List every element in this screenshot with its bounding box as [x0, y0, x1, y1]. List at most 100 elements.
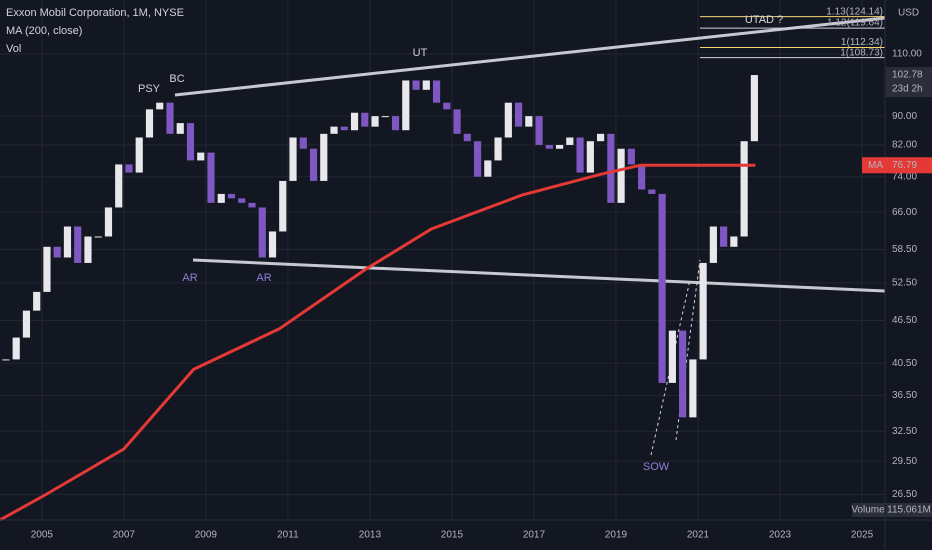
annotation: PSY [138, 83, 161, 95]
candle [268, 231, 277, 258]
fib-label: 1.13(124.14) [826, 6, 883, 17]
x-tick-label: 2011 [277, 530, 299, 541]
x-tick-label: 2023 [769, 530, 792, 541]
y-tick-label: 110.00 [892, 49, 922, 60]
candle [453, 109, 461, 134]
candle [33, 291, 41, 311]
annotation: AR [256, 272, 271, 284]
lower-trendline [192, 258, 886, 293]
candle [720, 226, 728, 247]
candle [248, 202, 256, 208]
candle [186, 123, 195, 161]
price-tag-label: 102.78 [892, 70, 923, 81]
candle [53, 246, 61, 258]
candle [658, 193, 666, 383]
annotation: SOW [643, 461, 670, 473]
candle [299, 137, 307, 149]
x-tick-label: 2007 [113, 530, 136, 541]
candle [545, 144, 553, 149]
volume-name: Volume [851, 505, 885, 516]
candle [156, 102, 164, 110]
candle [597, 133, 605, 142]
candle [22, 310, 31, 338]
candle [617, 148, 625, 203]
y-tick-label: 58.50 [892, 244, 917, 255]
annotation: UTAD ? [745, 14, 783, 26]
candle [84, 236, 92, 263]
candle [94, 236, 102, 238]
candle [279, 180, 287, 232]
y-tick-label: 26.50 [892, 489, 917, 500]
candle [638, 164, 646, 190]
candle [535, 116, 543, 145]
y-tick-label: 36.50 [892, 390, 917, 401]
candle [197, 152, 205, 161]
volume-tag [852, 503, 885, 517]
x-tick-label: 2025 [851, 530, 874, 541]
candle [350, 112, 359, 131]
candle [566, 137, 574, 145]
y-tick-label: 90.00 [892, 111, 917, 122]
candle [709, 226, 717, 263]
candle [43, 246, 51, 292]
candle [361, 112, 369, 127]
candle [648, 189, 656, 194]
y-tick-label: 52.50 [892, 278, 917, 289]
candle [494, 137, 502, 161]
fib-label: 1(112.34) [841, 37, 883, 48]
candle [422, 80, 430, 90]
candle [699, 262, 707, 360]
volume-value-tag [886, 503, 932, 517]
candle [607, 133, 615, 203]
candle [320, 133, 328, 181]
candle [484, 160, 492, 177]
candle [135, 137, 143, 173]
candle [689, 359, 697, 418]
candle [391, 116, 400, 131]
candle [166, 102, 174, 134]
candle [207, 152, 215, 203]
candle [473, 141, 482, 177]
candle [576, 137, 584, 173]
candle [12, 337, 20, 360]
upper-trendline [174, 16, 886, 97]
candle [443, 102, 451, 110]
candle [330, 126, 338, 134]
candle [115, 164, 123, 208]
candle [176, 123, 184, 134]
candle [679, 330, 687, 418]
candle [74, 226, 82, 263]
ma-line [0, 163, 756, 522]
x-tick-label: 2013 [359, 530, 382, 541]
candle [238, 198, 246, 203]
y-tick-label: 32.50 [892, 426, 917, 437]
price-tag [886, 67, 932, 98]
candle [555, 144, 564, 149]
candle [309, 148, 318, 181]
x-tick-label: 2015 [441, 530, 464, 541]
candle [227, 193, 236, 199]
candle [740, 141, 748, 237]
annotation: AR [182, 272, 197, 284]
ma-tag [862, 157, 932, 174]
candle [63, 226, 72, 258]
x-tick-label: 2021 [687, 530, 710, 541]
candle [2, 359, 10, 361]
candle [668, 330, 676, 383]
y-tick-label: 46.50 [892, 315, 917, 326]
candle [289, 137, 297, 181]
x-tick-label: 2005 [31, 530, 54, 541]
y-tick-label: 82.00 [892, 140, 917, 151]
y-tick-label: 74.00 [892, 171, 917, 182]
candle [504, 102, 512, 138]
indicator-title: MA (200, close) [6, 25, 82, 37]
candle [381, 116, 389, 118]
volume-value: 115.061M [887, 505, 931, 516]
candle [514, 102, 523, 127]
candle [463, 133, 471, 142]
x-tick-label: 2017 [523, 530, 546, 541]
x-tick-label: 2009 [195, 530, 218, 541]
y-tick-label: 29.50 [892, 456, 917, 467]
fib-label: 1(108.73) [840, 47, 883, 58]
